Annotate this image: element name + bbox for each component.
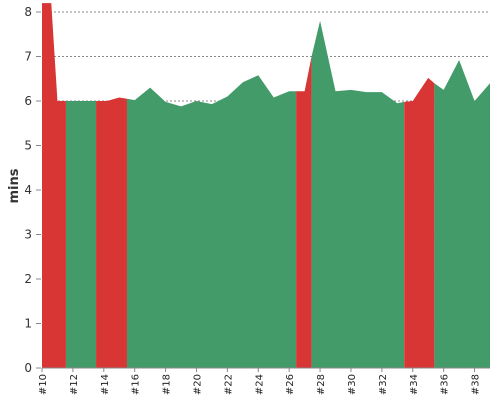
x-tick-label-18: #18 — [162, 374, 173, 395]
y-tick-label-2: 2 — [24, 272, 32, 286]
x-tick-label-22: #22 — [223, 374, 234, 395]
x-tick-label-24: #24 — [254, 374, 265, 395]
y-tick-label-8: 8 — [24, 5, 32, 19]
x-tick-label-32: #32 — [378, 374, 389, 395]
fail-area-2 — [96, 97, 127, 368]
x-tick-label-38: #38 — [471, 374, 482, 395]
pass-area-1 — [65, 101, 97, 368]
x-tick-label-26: #26 — [285, 374, 296, 395]
x-tick-label-16: #16 — [131, 374, 142, 395]
x-tick-label-36: #36 — [440, 374, 451, 395]
pass-area-7 — [434, 60, 490, 369]
pass-area-5 — [311, 20, 405, 369]
x-tick-label-14: #14 — [100, 374, 111, 395]
x-tick-label-28: #28 — [316, 374, 327, 395]
y-tick-label-7: 7 — [24, 50, 32, 64]
area-series — [42, 3, 490, 369]
fail-area-4 — [296, 56, 312, 368]
fail-area-0 — [42, 3, 66, 368]
fail-area-6 — [404, 77, 435, 369]
x-tick-label-20: #20 — [192, 374, 203, 395]
x-tick-label-34: #34 — [409, 374, 420, 395]
y-tick-label-0: 0 — [24, 361, 32, 375]
y-axis-ticks: 0 1 2 3 4 5 6 7 8 — [24, 5, 41, 375]
y-tick-label-1: 1 — [24, 317, 32, 331]
y-tick-label-5: 5 — [24, 139, 32, 153]
y-tick-label-6: 6 — [24, 94, 32, 108]
x-tick-label-10: #10 — [38, 374, 49, 395]
y-tick-label-4: 4 — [24, 183, 32, 197]
pass-area-3 — [126, 75, 297, 368]
y-tick-label-3: 3 — [24, 228, 32, 242]
x-tick-label-30: #30 — [347, 374, 358, 395]
y-axis-label: mins — [7, 168, 22, 203]
x-tick-label-12: #12 — [69, 374, 80, 395]
x-axis-ticks: #10 #12 #14 #16 #18 #20 #22 #24 #26 #28 #30 #32 #34 #… — [38, 368, 482, 395]
